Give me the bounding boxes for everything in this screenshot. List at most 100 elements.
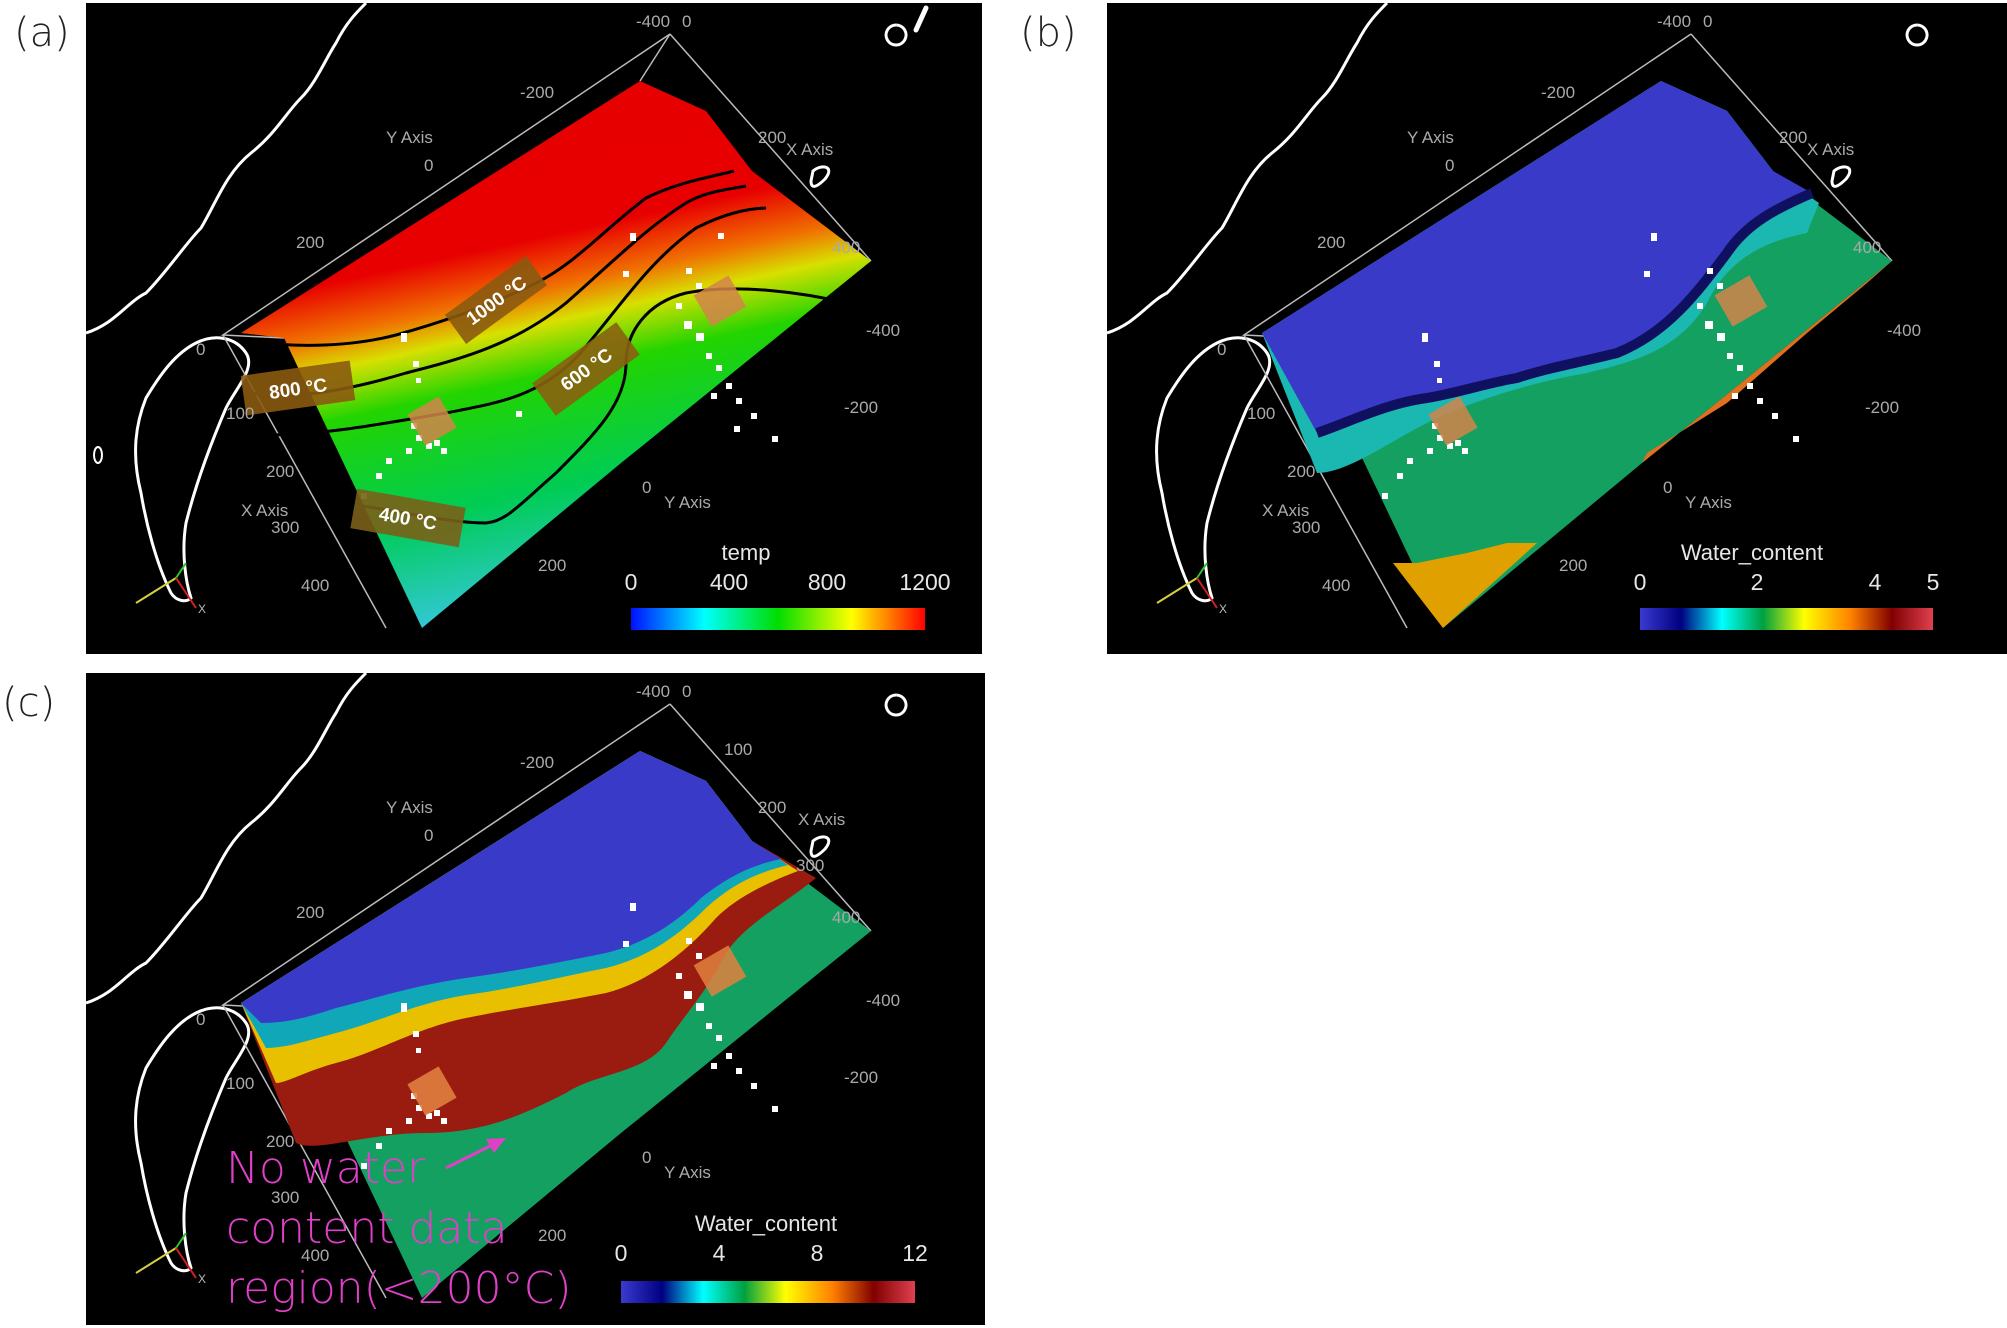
coastline-island xyxy=(809,165,831,188)
svg-text:X: X xyxy=(198,1272,206,1286)
axis-tick: 200 xyxy=(758,798,786,817)
svg-text:No water: No water xyxy=(226,1143,426,1194)
axis-tick: 0 xyxy=(642,478,651,497)
panel-a-canvas: 1000 °C 800 °C 600 °C 400 °C -400 0 -200… xyxy=(86,3,951,630)
svg-text:Water_content: Water_content xyxy=(1681,540,1823,565)
axis-tick: -200 xyxy=(844,1068,878,1087)
coastline-island xyxy=(1905,23,1929,47)
x-axis-title: X Axis xyxy=(1807,140,1854,159)
water-content-high-zone xyxy=(1393,543,1537,628)
coastline-island xyxy=(913,5,929,33)
svg-text:region(<200°C): region(<200°C) xyxy=(226,1263,572,1314)
axis-tick: 0 xyxy=(424,826,433,845)
water-content-high-zone xyxy=(1642,261,1892,463)
svg-text:400: 400 xyxy=(710,569,748,595)
svg-text:X: X xyxy=(198,602,206,616)
axis-tick: -400 xyxy=(636,682,670,701)
panel-label-a: (a) xyxy=(14,10,70,56)
coastline-island xyxy=(884,23,908,47)
axis-tick: 300 xyxy=(796,856,824,875)
axis-tick: 0 xyxy=(682,12,691,31)
x-axis-title: X Axis xyxy=(1262,501,1309,520)
x-axis-title: X Axis xyxy=(241,501,288,520)
axis-tick: -400 xyxy=(866,991,900,1010)
svg-text:Water_content: Water_content xyxy=(695,1211,837,1236)
volcano-marker xyxy=(693,945,747,997)
axis-tick: 200 xyxy=(266,1132,294,1151)
bounding-box-edge xyxy=(669,33,872,262)
coastline-ryukyu xyxy=(86,3,368,335)
svg-text:temp: temp xyxy=(722,540,771,565)
water-content-dry-region xyxy=(241,751,781,1023)
axis-tick: 200 xyxy=(1317,233,1345,252)
svg-text:4: 4 xyxy=(713,1240,726,1266)
coastline-island xyxy=(884,693,908,717)
coastline-islet xyxy=(93,446,103,464)
coastline-island xyxy=(1830,165,1852,188)
temperature-slab-surface xyxy=(241,81,871,628)
isotherm-label-800: 800 °C xyxy=(240,360,356,416)
y-axis-title: Y Axis xyxy=(1685,493,1732,512)
no-data-annotation: No water content data region(<200°C) xyxy=(226,1138,572,1314)
bounding-box-edge xyxy=(639,33,671,82)
volcano-marker xyxy=(407,396,457,446)
axis-tick: 200 xyxy=(538,556,566,575)
axis-tick: 0 xyxy=(1663,478,1672,497)
panel-a-temperature-map: 1000 °C 800 °C 600 °C 400 °C -400 0 -200… xyxy=(86,3,982,654)
svg-text:2: 2 xyxy=(1751,569,1764,595)
panel-c-water-content-map: -400 0 -200 100 200 300 400 X Axis Y Axi… xyxy=(86,673,985,1325)
svg-text:5: 5 xyxy=(1927,569,1940,595)
y-axis-title: Y Axis xyxy=(664,1163,711,1182)
bounding-box-edge xyxy=(1243,334,1408,629)
axis-tick: -400 xyxy=(1887,321,1921,340)
axis-tick: 400 xyxy=(832,238,860,257)
coastline-island xyxy=(809,835,831,858)
svg-text:0: 0 xyxy=(625,569,638,595)
axis-tick: 200 xyxy=(1287,462,1315,481)
hypocenter-cluster xyxy=(1382,233,1799,499)
x-axis-title: X Axis xyxy=(798,810,845,829)
panel-label-b: (b) xyxy=(1020,10,1077,56)
svg-text:4: 4 xyxy=(1869,569,1882,595)
panel-c-canvas: -400 0 -200 100 200 300 400 X Axis Y Axi… xyxy=(86,673,928,1314)
y-axis-title: Y Axis xyxy=(386,798,433,817)
axis-tick: -400 xyxy=(636,12,670,31)
axis-tick: -400 xyxy=(1657,12,1691,31)
axis-tick: 400 xyxy=(1322,576,1350,595)
axis-tick: 0 xyxy=(642,1148,651,1167)
isotherm-label-400: 400 °C xyxy=(350,488,466,548)
axis-tick: 0 xyxy=(196,1010,205,1029)
panel-b-canvas: -400 0 -200 200 400 X Axis Y Axis 0 200 … xyxy=(1107,3,1940,630)
axis-tick: 400 xyxy=(301,576,329,595)
svg-text:1200: 1200 xyxy=(899,569,950,595)
x-axis-title: X Axis xyxy=(786,140,833,159)
axis-tick: 100 xyxy=(1247,404,1275,423)
orientation-axes-widget: X xyxy=(135,562,206,616)
arrow-head-icon xyxy=(486,1138,506,1153)
axis-tick: 300 xyxy=(271,1188,299,1207)
orientation-axes-widget: X xyxy=(135,1232,206,1286)
annotation-arrow xyxy=(445,1141,497,1170)
coastline-taiwan xyxy=(1155,336,1272,603)
axis-tick: 300 xyxy=(1292,518,1320,537)
svg-text:800: 800 xyxy=(808,569,846,595)
axis-tick: 100 xyxy=(226,1074,254,1093)
bounding-box-edge xyxy=(222,1004,387,1299)
axis-tick: -400 xyxy=(866,321,900,340)
axis-tick: 400 xyxy=(832,908,860,927)
svg-text:0: 0 xyxy=(1634,569,1647,595)
coastline-taiwan xyxy=(134,1006,251,1273)
axis-tick: 0 xyxy=(1703,12,1712,31)
axis-tick: -200 xyxy=(1541,83,1575,102)
svg-text:content data: content data xyxy=(226,1203,508,1254)
bounding-box-edge xyxy=(1690,33,1893,262)
axis-tick: 200 xyxy=(266,462,294,481)
svg-text:12: 12 xyxy=(902,1240,928,1266)
axis-tick: 200 xyxy=(1559,556,1587,575)
orientation-axes-widget: X xyxy=(1156,562,1227,616)
axis-tick: 100 xyxy=(724,740,752,759)
axis-tick: 300 xyxy=(271,518,299,537)
bounding-box-edge xyxy=(669,703,872,932)
panel-b-water-content-map: -400 0 -200 200 400 X Axis Y Axis 0 200 … xyxy=(1107,3,2007,654)
svg-text:X: X xyxy=(1219,602,1227,616)
